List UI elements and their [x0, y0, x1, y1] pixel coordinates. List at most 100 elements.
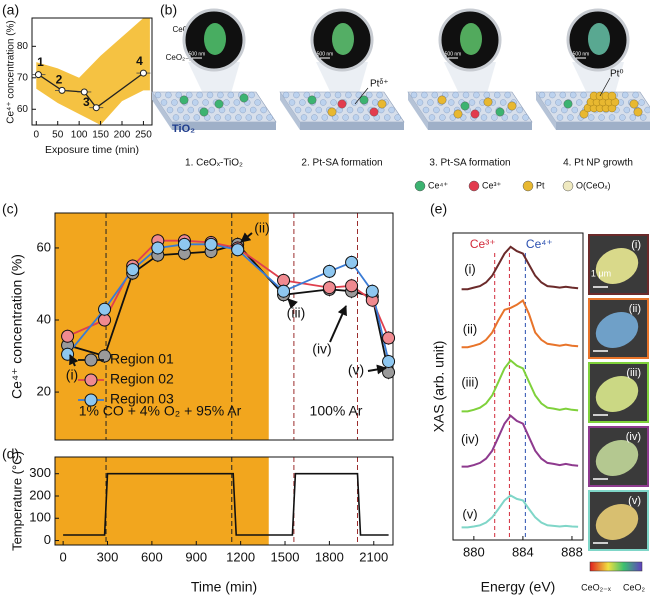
point	[345, 255, 359, 269]
lattice-atom	[421, 91, 428, 99]
y-tick-label: 20	[37, 384, 51, 399]
lattice-atom	[224, 114, 232, 121]
legend-marker	[84, 373, 98, 387]
lattice-atom	[494, 91, 501, 99]
legend-swatch	[522, 180, 534, 192]
lattice-atom	[191, 99, 199, 106]
point	[92, 104, 100, 112]
x-tick-label: 200	[114, 130, 131, 141]
schematic-step: 500 nm 2. Pt-SA formation	[279, 8, 405, 169]
surface-atom	[307, 95, 317, 105]
legend-label: Pt	[536, 180, 545, 190]
lattice-atom	[619, 114, 626, 121]
micrograph-label: (ii)	[629, 303, 641, 315]
lattice-atom	[346, 106, 354, 114]
x-tick-label: 600	[141, 549, 163, 564]
substrate-label: TiO₂	[172, 123, 195, 135]
spectrum-label: (ii)	[463, 321, 477, 336]
step-caption: 2. Pt-SA formation	[301, 158, 382, 169]
lattice-atom	[580, 91, 587, 99]
step-caption: 4. Pt NP growth	[563, 158, 633, 169]
lattice-atom	[504, 91, 511, 99]
pt-label: Ptᵟ⁺	[370, 79, 389, 90]
point-label: 3	[83, 95, 90, 109]
lattice-atom	[324, 91, 331, 99]
surface-atom	[214, 99, 224, 109]
x-tick-label: 884	[512, 544, 534, 559]
lattice-atom	[187, 106, 195, 114]
scale-bar-label: 1 μm	[591, 268, 611, 278]
range-band	[36, 18, 150, 125]
lattice-atom	[443, 106, 450, 114]
lattice-atom	[512, 114, 519, 121]
lattice-atom	[294, 106, 302, 114]
scale-bar-label: 500 nm	[573, 51, 590, 57]
lattice-atom	[175, 91, 183, 99]
y-tick-label: 70	[17, 72, 29, 83]
plot-frame	[31, 17, 153, 126]
surface-atom	[337, 99, 347, 109]
point	[98, 302, 112, 316]
lattice-atom	[229, 106, 236, 114]
substrate-side	[172, 122, 276, 130]
lattice-atom	[570, 91, 577, 99]
panel-label: (e)	[430, 201, 447, 217]
surface-atom	[483, 97, 493, 107]
substrate-front	[152, 92, 172, 130]
y-tick-label: 80	[17, 41, 29, 52]
spectrum-label: (iv)	[461, 431, 479, 446]
micrograph: (v)	[588, 490, 649, 551]
lattice-atom	[608, 114, 616, 121]
x-tick-label: 900	[185, 549, 207, 564]
y-axis-title: Ce⁴⁺ concentration (%)	[6, 20, 17, 124]
lattice-atom	[448, 99, 455, 106]
lattice-atom	[501, 114, 508, 121]
surface-atom	[437, 95, 447, 105]
x-tick-label: 1200	[226, 549, 255, 564]
lattice-atom	[357, 106, 364, 114]
point	[61, 329, 75, 343]
lattice-atom	[282, 91, 290, 99]
y-tick-label: 60	[17, 104, 29, 115]
colorbar-label: CeO₂	[172, 25, 192, 34]
point	[126, 263, 140, 277]
lattice-atom	[473, 91, 480, 99]
lattice-atom	[172, 114, 180, 121]
spectrum	[461, 494, 579, 529]
surface-atom	[495, 107, 505, 117]
legend-swatch	[414, 180, 426, 192]
surface-atom	[470, 109, 480, 119]
particle	[332, 23, 354, 55]
legend-swatch	[562, 180, 574, 192]
lattice-atom	[352, 114, 360, 121]
lattice-atom	[177, 106, 184, 114]
lattice-atom	[544, 99, 552, 106]
lattice-atom	[314, 91, 321, 99]
micrograph: (iii)	[588, 362, 649, 423]
point	[322, 281, 336, 295]
lattice-atom	[632, 91, 639, 99]
micrograph-label: (v)	[628, 495, 641, 507]
y-tick-label: 40	[37, 311, 51, 326]
annotation: (i)	[66, 367, 78, 383]
lattice-atom	[555, 99, 562, 106]
point	[204, 237, 218, 251]
lattice-atom	[345, 91, 352, 99]
particle	[595, 376, 639, 412]
y-axis-title: XAS (arb. unit)	[431, 341, 447, 433]
legend-marker	[84, 393, 98, 407]
x-tick-label: 50	[52, 130, 64, 141]
lattice-atom	[315, 106, 322, 114]
lattice-atom	[330, 99, 337, 106]
particle	[204, 23, 226, 55]
lattice-atom	[384, 114, 391, 121]
lattice-atom	[516, 106, 523, 114]
micrograph-label: (i)	[631, 239, 641, 251]
plot-frame	[452, 232, 584, 541]
panel-label: (d)	[2, 446, 19, 462]
lattice-atom	[376, 91, 383, 99]
scale-bar-label: 500 nm	[445, 51, 462, 57]
lattice-atom	[567, 114, 574, 121]
legend-label: O(CeOₓ)	[576, 180, 610, 190]
